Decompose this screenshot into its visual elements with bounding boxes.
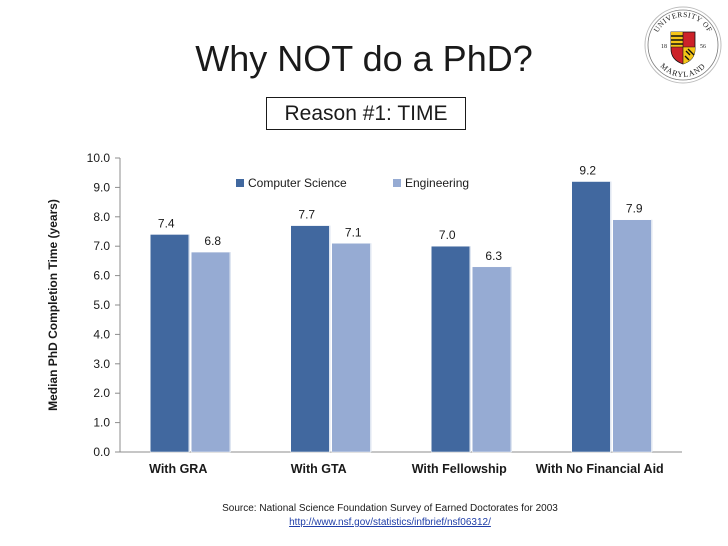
legend-swatch (236, 179, 244, 187)
bar-computer-science (290, 225, 330, 453)
bar-computer-science (431, 245, 471, 453)
bar-value-label: 7.4 (158, 216, 175, 230)
bar-value-label: 7.1 (345, 225, 362, 239)
y-tick-label: 5.0 (93, 298, 110, 312)
bar-value-label: 6.8 (204, 234, 221, 248)
subtitle-box: Reason #1: TIME (266, 97, 466, 130)
x-category-label: With Fellowship (412, 462, 507, 476)
bar-engineering (191, 251, 231, 453)
x-category-label: With GRA (149, 462, 207, 476)
y-tick-label: 2.0 (93, 386, 110, 400)
y-tick-label: 9.0 (93, 180, 110, 194)
bar-value-label: 7.9 (626, 202, 643, 216)
x-category-label: With GTA (291, 462, 347, 476)
source-text: Source: National Science Foundation Surv… (222, 503, 558, 514)
logo-year-left: 18 (661, 44, 667, 50)
bar-value-label: 6.3 (485, 249, 502, 263)
y-axis-title: Median PhD Completion Time (years) (46, 199, 60, 411)
y-tick-label: 6.0 (93, 269, 110, 283)
y-tick-label: 4.0 (93, 327, 110, 341)
source-link[interactable]: http://www.nsf.gov/statistics/infbrief/n… (289, 517, 491, 528)
bar-engineering (331, 243, 371, 453)
y-tick-label: 0.0 (93, 445, 110, 459)
source-note: Source: National Science Foundation Surv… (150, 502, 630, 530)
y-tick-label: 3.0 (93, 357, 110, 371)
bar-engineering (472, 266, 512, 453)
bar-value-label: 9.2 (579, 164, 596, 178)
bar-value-label: 7.0 (439, 228, 456, 242)
x-category-label: With No Financial Aid (536, 462, 664, 476)
y-tick-label: 1.0 (93, 416, 110, 430)
y-tick-label: 10.0 (87, 151, 111, 165)
university-seal-logo: UNIVERSITY OF MARYLAND 18 56 (644, 6, 722, 84)
y-tick-label: 7.0 (93, 239, 110, 253)
logo-shield (670, 31, 696, 65)
logo-year-right: 56 (700, 44, 706, 50)
bar-computer-science (150, 234, 190, 453)
legend-label: Computer Science (248, 176, 347, 190)
bar-engineering (612, 219, 652, 453)
legend-label: Engineering (405, 176, 469, 190)
y-tick-label: 8.0 (93, 210, 110, 224)
legend-swatch (393, 179, 401, 187)
bar-value-label: 7.7 (298, 208, 315, 222)
bar-computer-science (571, 181, 611, 453)
slide-title: Why NOT do a PhD? (195, 38, 533, 79)
